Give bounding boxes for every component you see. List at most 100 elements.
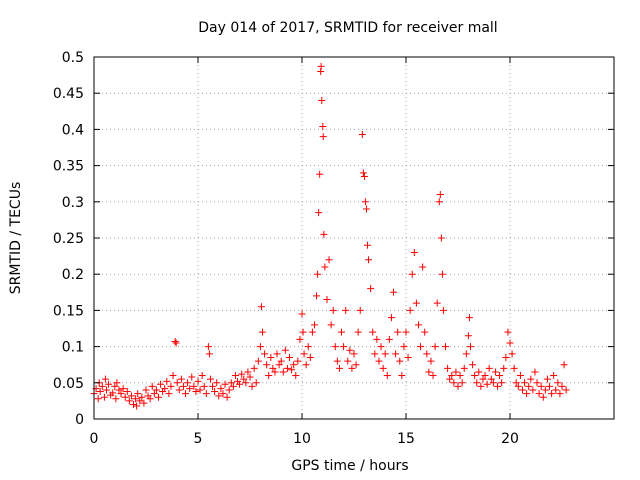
data-point bbox=[142, 386, 150, 394]
data-point bbox=[373, 335, 381, 343]
data-point bbox=[288, 366, 296, 374]
data-point bbox=[267, 353, 275, 361]
y-tick-label: 0 bbox=[75, 412, 84, 428]
data-point bbox=[196, 386, 204, 394]
data-point bbox=[225, 386, 233, 394]
data-point bbox=[494, 382, 502, 390]
data-point bbox=[371, 350, 379, 358]
data-point bbox=[177, 375, 185, 383]
data-point bbox=[491, 368, 499, 376]
data-point bbox=[406, 306, 414, 314]
y-tick-label: 0.25 bbox=[53, 231, 84, 247]
data-point bbox=[190, 382, 198, 390]
data-point bbox=[442, 343, 450, 351]
data-point bbox=[479, 375, 487, 383]
data-point bbox=[327, 321, 335, 329]
data-point bbox=[387, 314, 395, 322]
data-point bbox=[102, 386, 110, 394]
data-point bbox=[198, 372, 206, 380]
data-point bbox=[204, 343, 212, 351]
data-point bbox=[369, 328, 377, 336]
data-point bbox=[481, 372, 489, 380]
data-point bbox=[229, 382, 237, 390]
data-point bbox=[496, 372, 504, 380]
data-point bbox=[283, 364, 291, 372]
data-point bbox=[134, 390, 142, 398]
data-point bbox=[381, 350, 389, 358]
data-point bbox=[269, 364, 277, 372]
data-point bbox=[508, 350, 516, 358]
data-point bbox=[552, 386, 560, 394]
chart-title: Day 014 of 2017, SRMTID for receiver mal… bbox=[198, 20, 497, 36]
data-point bbox=[223, 393, 231, 401]
data-point bbox=[527, 375, 535, 383]
data-point bbox=[173, 379, 181, 387]
data-point bbox=[206, 375, 214, 383]
grid bbox=[94, 57, 614, 419]
data-point bbox=[130, 401, 138, 409]
data-point bbox=[263, 361, 271, 369]
data-point bbox=[385, 335, 393, 343]
data-point bbox=[439, 306, 447, 314]
data-point bbox=[452, 368, 460, 376]
data-point bbox=[242, 379, 250, 387]
data-point bbox=[292, 372, 300, 380]
data-point bbox=[429, 372, 437, 380]
data-point bbox=[257, 303, 265, 311]
data-point bbox=[562, 386, 570, 394]
data-point bbox=[360, 172, 368, 180]
data-point bbox=[533, 379, 541, 387]
data-point bbox=[521, 379, 529, 387]
x-tick-label: 5 bbox=[194, 431, 203, 447]
data-point bbox=[454, 382, 462, 390]
data-point bbox=[298, 310, 306, 318]
data-point bbox=[398, 372, 406, 380]
data-point bbox=[112, 395, 120, 403]
data-point bbox=[171, 338, 179, 346]
x-tick-label: 10 bbox=[293, 431, 311, 447]
data-point bbox=[396, 357, 404, 365]
data-point bbox=[489, 379, 497, 387]
data-point bbox=[477, 382, 485, 390]
data-point bbox=[390, 288, 398, 296]
data-point bbox=[154, 393, 162, 401]
data-point bbox=[261, 350, 269, 358]
data-point bbox=[541, 386, 549, 394]
y-tick-label: 0.35 bbox=[53, 159, 84, 175]
data-point bbox=[323, 296, 331, 304]
data-point bbox=[348, 364, 356, 372]
data-point bbox=[290, 361, 298, 369]
data-point bbox=[94, 395, 102, 403]
data-point bbox=[456, 372, 464, 380]
data-point bbox=[537, 382, 545, 390]
data-point bbox=[254, 357, 262, 365]
data-point bbox=[250, 364, 258, 372]
data-point bbox=[558, 382, 566, 390]
data-point bbox=[200, 382, 208, 390]
data-point bbox=[205, 350, 213, 358]
data-point bbox=[466, 343, 474, 351]
data-point bbox=[96, 387, 104, 395]
data-point bbox=[354, 328, 362, 336]
data-point bbox=[148, 382, 156, 390]
data-point bbox=[321, 263, 329, 271]
data-point bbox=[275, 361, 283, 369]
data-point bbox=[404, 353, 412, 361]
data-point bbox=[265, 372, 273, 380]
data-point bbox=[319, 123, 327, 131]
data-point bbox=[157, 380, 165, 388]
data-point bbox=[252, 379, 260, 387]
data-point bbox=[554, 379, 562, 387]
data-point bbox=[375, 357, 383, 365]
data-point bbox=[211, 387, 219, 395]
data-point bbox=[133, 402, 141, 410]
data-point bbox=[315, 209, 323, 217]
data-point bbox=[136, 397, 144, 405]
data-point bbox=[113, 379, 121, 387]
data-point bbox=[394, 328, 402, 336]
data-point bbox=[215, 392, 223, 400]
data-point bbox=[423, 350, 431, 358]
data-point bbox=[219, 390, 227, 398]
data-point bbox=[525, 382, 533, 390]
